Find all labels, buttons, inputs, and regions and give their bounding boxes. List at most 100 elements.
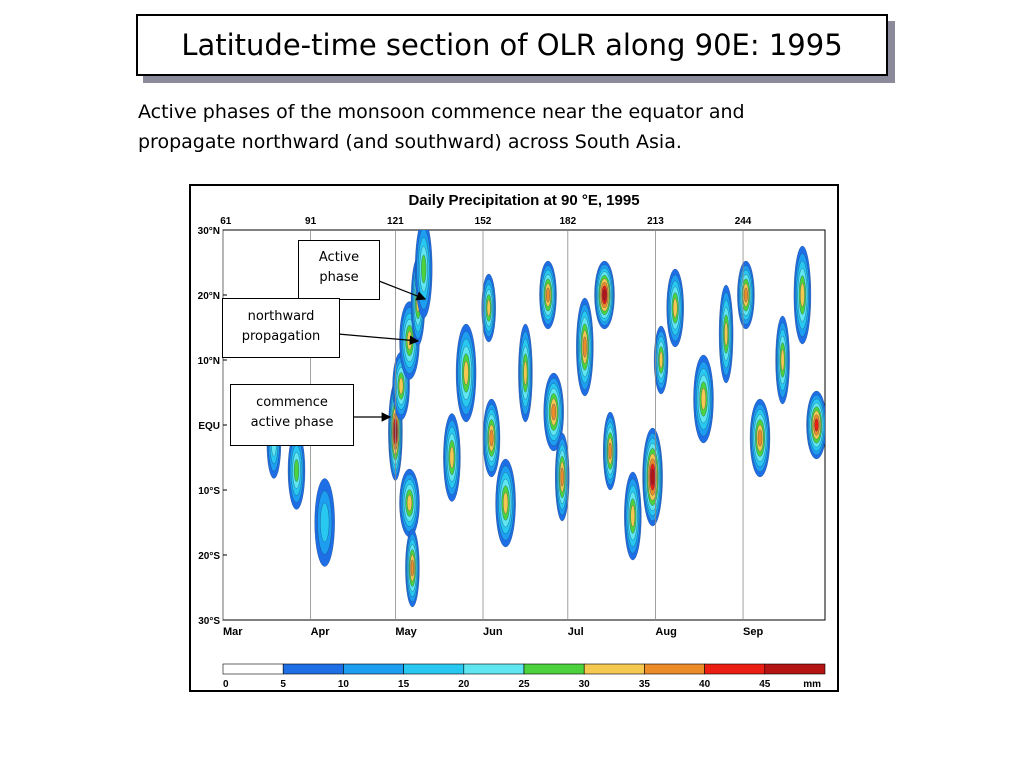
colorbar-swatch xyxy=(644,663,705,675)
callout-active-phase: Active phase xyxy=(298,240,380,300)
precip-contour xyxy=(293,459,300,482)
colorbar-level: 40 xyxy=(699,679,711,690)
precip-contour xyxy=(551,403,556,421)
precip-contour xyxy=(650,468,655,486)
month-label: Aug xyxy=(655,626,676,638)
callout-line: phase xyxy=(319,270,359,285)
colorbar-level: 0 xyxy=(223,679,229,690)
colorbar: 0 5 10 15 20 25 30 35 40 45 mm xyxy=(222,663,826,690)
slide-title: Latitude-time section of OLR along 90E: … xyxy=(136,14,888,76)
precip-cell xyxy=(415,230,433,319)
precip-contour xyxy=(630,505,636,527)
precip-cell xyxy=(543,372,564,452)
precip-contour xyxy=(743,287,748,303)
precip-cell xyxy=(666,268,684,348)
slide-subtitle: Active phases of the monsoon commence ne… xyxy=(138,97,908,157)
colorbar-swatch xyxy=(523,663,585,675)
day-tick-label: 182 xyxy=(559,216,576,227)
callout-northward-propagation: northward propagation xyxy=(222,298,340,358)
colorbar-swatch xyxy=(583,663,645,675)
precip-cell xyxy=(603,411,618,491)
chart-title: Daily Precipitation at 90 °E, 1995 xyxy=(408,192,639,209)
precip-cell xyxy=(718,284,734,384)
precip-contour xyxy=(489,429,494,447)
callout-line: northward xyxy=(247,309,315,324)
precip-contour xyxy=(406,494,413,512)
precip-contour xyxy=(608,442,612,460)
precip-contour xyxy=(700,388,707,410)
day-tick-label: 213 xyxy=(647,216,664,227)
callout-line: Active xyxy=(318,250,360,265)
precip-contour xyxy=(757,429,763,447)
precip-cell xyxy=(624,471,642,561)
callout-commence-active-phase: commence active phase xyxy=(230,384,354,446)
colorbar-swatch xyxy=(463,663,525,675)
precip-cell xyxy=(594,260,615,330)
day-tick-label: 121 xyxy=(387,216,404,227)
precip-cell xyxy=(653,325,669,395)
precip-cell xyxy=(399,468,420,538)
month-label: Jul xyxy=(568,626,584,638)
precip-cell xyxy=(482,398,501,478)
arrow-northward xyxy=(337,333,420,346)
month-label: Jun xyxy=(483,626,503,638)
lat-label: 30°S xyxy=(198,616,220,627)
lat-label: EQU xyxy=(198,421,220,432)
precip-contour xyxy=(410,559,415,577)
precip-cell xyxy=(443,413,461,502)
precip-cell xyxy=(455,323,477,423)
colorbar-level: 35 xyxy=(639,679,651,690)
precip-cell xyxy=(495,458,516,548)
precip-contour xyxy=(800,282,805,308)
precip-contour xyxy=(724,321,728,347)
precipitation-figure: Daily Precipitation at 90 °E, 1995 61 91 1… xyxy=(189,184,839,692)
precip-contour xyxy=(398,377,404,395)
colorbar-level: 25 xyxy=(518,679,530,690)
precip-contour xyxy=(672,298,678,318)
colorbar-swatch xyxy=(343,663,404,675)
day-tick-label: 61 xyxy=(220,216,232,227)
precip-cell xyxy=(775,315,790,405)
colorbar-swatch xyxy=(282,663,344,675)
precip-cell xyxy=(806,390,825,460)
month-labels: Mar Apr May Jun Jul Aug Sep xyxy=(223,626,763,638)
precip-contour xyxy=(486,299,491,317)
colorbar-swatch xyxy=(403,663,465,675)
precip-cell xyxy=(737,260,755,330)
colorbar-swatch xyxy=(704,663,766,675)
precip-cell xyxy=(793,245,812,345)
subtitle-line: propagate northward (and southward) acro… xyxy=(138,131,682,153)
month-label: Sep xyxy=(743,626,763,638)
precip-cell xyxy=(518,323,533,423)
colorbar-level: 30 xyxy=(579,679,591,690)
colorbar-level: 15 xyxy=(398,679,410,690)
lat-label: 20°S xyxy=(198,551,220,562)
precip-cell xyxy=(749,398,771,478)
precip-contour xyxy=(503,492,509,514)
precip-cell xyxy=(287,431,306,510)
precip-contour xyxy=(421,254,427,284)
subtitle-line: Active phases of the monsoon commence ne… xyxy=(138,101,745,123)
colorbar-level: 45 xyxy=(759,679,771,690)
precip-contour xyxy=(780,349,785,371)
precip-contour xyxy=(602,289,607,301)
month-label: Apr xyxy=(311,626,331,638)
callout-line: propagation xyxy=(241,329,321,344)
day-tick-label: 91 xyxy=(305,216,317,227)
colorbar-swatch xyxy=(764,663,826,675)
lat-label: 20°N xyxy=(198,291,220,302)
colorbar-level: 5 xyxy=(280,679,286,690)
precip-cell xyxy=(481,273,496,343)
lat-labels: 30°N 20°N 10°N EQU 10°S 20°S 30°S xyxy=(198,226,227,627)
month-label: Mar xyxy=(223,626,243,638)
precip-contour xyxy=(659,351,663,369)
lat-label: 30°N xyxy=(198,226,220,237)
lat-label: 10°S xyxy=(198,486,220,497)
precip-contour xyxy=(546,287,550,303)
colorbar-level: 10 xyxy=(338,679,350,690)
precip-contour xyxy=(560,467,564,487)
precip-cell xyxy=(555,432,570,522)
precip-contour xyxy=(582,336,587,358)
lat-label: 10°N xyxy=(198,356,220,367)
precip-cell xyxy=(576,297,594,397)
